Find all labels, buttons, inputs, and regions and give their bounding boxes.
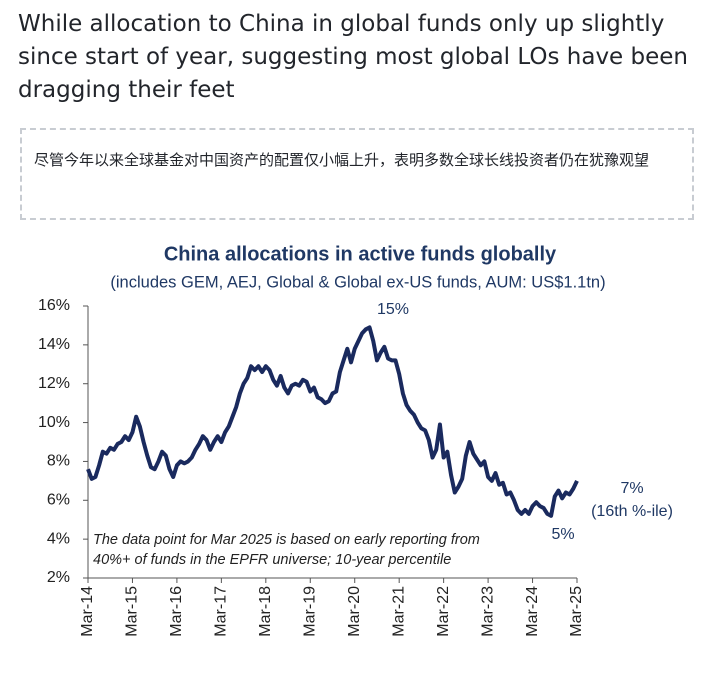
y-tick-label: 6% — [47, 492, 70, 509]
annotation: 15% — [377, 301, 409, 318]
x-tick-label: Mar-17 — [213, 586, 230, 637]
headline: While allocation to China in global fund… — [18, 11, 688, 103]
y-tick-label: 4% — [47, 530, 70, 547]
x-tick-label: Mar-23 — [479, 586, 496, 637]
x-tick-label: Mar-22 — [435, 586, 452, 637]
x-tick-label: Mar-24 — [524, 586, 541, 637]
chart-title: China allocations in active funds global… — [164, 243, 557, 265]
annotation: 5% — [551, 526, 574, 543]
y-tick-label: 12% — [38, 375, 70, 392]
y-tick-label: 10% — [38, 414, 70, 431]
x-tick-label: Mar-20 — [346, 586, 363, 637]
y-tick-label: 14% — [38, 336, 70, 353]
x-tick-label: Mar-16 — [168, 586, 185, 637]
annotation: 40%+ of funds in the EPFR universe; 10-y… — [93, 552, 451, 568]
x-tick-label: Mar-19 — [301, 586, 318, 637]
x-tick-label: Mar-25 — [568, 586, 585, 637]
x-tick-label: Mar-14 — [79, 586, 96, 637]
note-box: 尽管今年以来全球基金对中国资产的配置仅小幅上升，表明多数全球长线投资者仍在犹豫观… — [20, 128, 694, 220]
annotation: (16th %-ile) — [591, 503, 673, 520]
y-tick-label: 16% — [38, 297, 70, 314]
x-tick-label: Mar-15 — [124, 586, 141, 637]
x-tick-label: Mar-21 — [390, 586, 407, 637]
line-series — [86, 325, 579, 518]
annotation: The data point for Mar 2025 is based on … — [93, 532, 480, 548]
y-tick-label: 8% — [47, 453, 70, 470]
chart-subtitle: (includes GEM, AEJ, Global & Global ex-U… — [110, 273, 605, 291]
x-tick-label: Mar-18 — [257, 586, 274, 637]
y-tick-label: 2% — [47, 569, 70, 586]
annotation: 7% — [620, 480, 643, 497]
